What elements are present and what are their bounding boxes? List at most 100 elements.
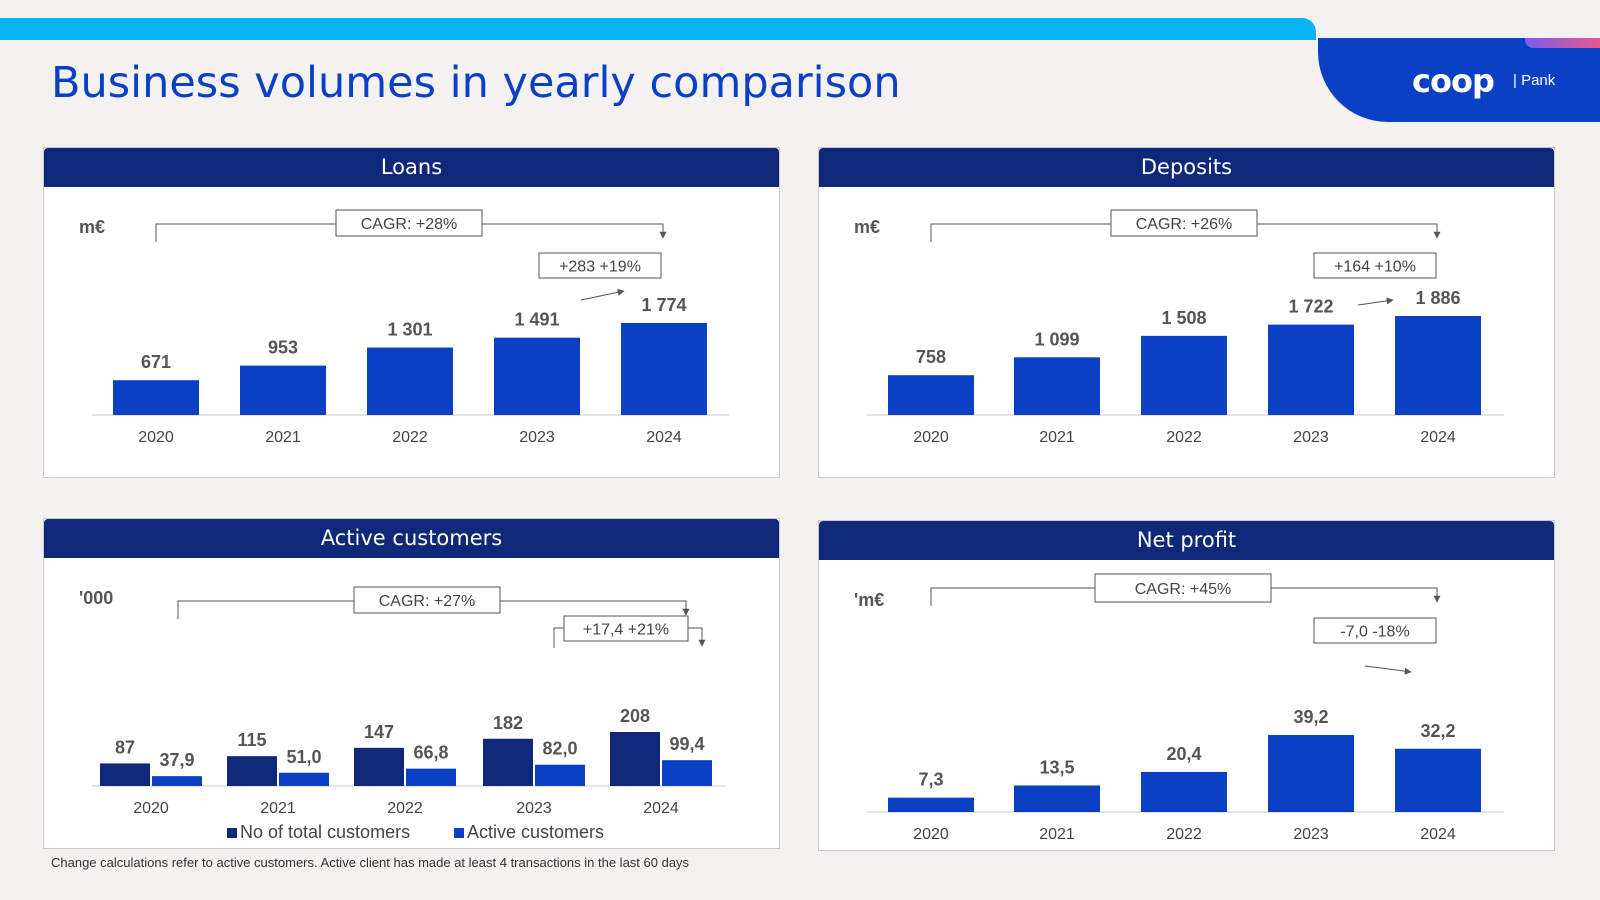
cagr-label: CAGR: +27%: [379, 593, 475, 610]
cagr-label: CAGR: +28%: [361, 216, 457, 233]
data-label: 1 491: [514, 310, 559, 330]
cagr-box: [1094, 573, 1272, 603]
data-label: 32,2: [1420, 721, 1455, 741]
bar: [1141, 335, 1227, 415]
active-customers-panel: Active customers '000 CAGR: +27% +17,4 +21…: [43, 518, 780, 849]
change-label: +17,4 +21%: [583, 622, 669, 639]
unit-label: 'm€: [854, 590, 884, 610]
x-tick-label: 2022: [387, 800, 423, 817]
legend-label-total: No of total customers: [240, 822, 410, 842]
bar: [367, 347, 453, 415]
data-label: 671: [141, 352, 171, 372]
data-label-total: 87: [115, 737, 135, 757]
net-profit-chart: 'm€ CAGR: +45% -7,0 -18% 7,3 2020 13,5 2021 20,…: [854, 573, 1504, 843]
change-bracket-left: [553, 627, 564, 648]
footnote: Change calculations refer to active cust…: [51, 855, 690, 870]
bar: [113, 380, 199, 415]
data-label-active: 99,4: [669, 734, 704, 754]
x-tick-label: 2024: [1420, 826, 1456, 843]
bar-total-customers: [100, 763, 150, 786]
data-label-total: 208: [620, 706, 650, 726]
change-arrow: [1357, 297, 1394, 306]
x-tick-label: 2020: [133, 800, 169, 817]
data-label: 1 886: [1415, 288, 1460, 308]
deposits-panel-title: Deposits: [819, 148, 1554, 187]
x-tick-label: 2021: [1039, 826, 1075, 843]
loans-panel-title: Loans: [44, 148, 779, 187]
bar: [1014, 785, 1100, 812]
logo-subtitle: | Pank: [1513, 72, 1556, 89]
x-tick-label: 2024: [643, 800, 679, 817]
data-label: 1 774: [641, 295, 686, 315]
data-label: 20,4: [1166, 744, 1201, 764]
change-bracket-right: [688, 627, 706, 647]
cagr-box: [335, 209, 483, 237]
data-label: 758: [916, 347, 946, 367]
data-label: 7,3: [918, 770, 943, 790]
bar-active-customers: [406, 768, 456, 786]
data-label-total: 182: [493, 713, 523, 733]
bar: [1014, 357, 1100, 415]
active-customers-chart: '000 CAGR: +27% +17,4 +21% 87 37,9 2020 115 51,…: [79, 586, 726, 842]
data-label-active: 82,0: [542, 739, 577, 759]
x-tick-label: 2022: [1166, 826, 1202, 843]
bar: [888, 797, 974, 812]
x-tick-label: 2023: [1293, 826, 1329, 843]
logo-accent-stripe: [1525, 38, 1600, 48]
change-arrow: [1364, 665, 1412, 675]
bar-active-customers: [279, 772, 329, 786]
data-label-active: 66,8: [413, 743, 448, 763]
net-profit-panel-title: Net profit: [819, 521, 1554, 560]
coop-logo: coop: [1412, 62, 1495, 100]
bar-active-customers: [152, 776, 202, 786]
data-label: 1 301: [387, 320, 432, 340]
change-arrow: [580, 288, 625, 301]
page-title: Business volumes in yearly comparison: [51, 58, 901, 108]
legend-swatch-total: [227, 828, 237, 838]
x-tick-label: 2023: [519, 429, 555, 446]
change-label: +283 +19%: [559, 259, 641, 276]
data-label: 39,2: [1293, 707, 1328, 727]
bar: [1395, 316, 1481, 415]
change-label: -7,0 -18%: [1340, 624, 1409, 641]
change-label: +164 +10%: [1334, 259, 1416, 276]
bar-total-customers: [610, 732, 660, 786]
change-box: [1313, 252, 1437, 279]
bar-total-customers: [354, 747, 404, 786]
data-label-total: 147: [364, 722, 394, 742]
x-tick-label: 2022: [1166, 429, 1202, 446]
bar: [888, 375, 974, 415]
data-label: 1 508: [1161, 308, 1206, 328]
legend-swatch-active: [454, 828, 464, 838]
unit-label: m€: [854, 217, 880, 237]
bar: [240, 365, 326, 415]
net-profit-panel: Net profit 'm€ CAGR: +45% -7,0 -18% 7,3 2020…: [818, 520, 1555, 851]
x-tick-label: 2024: [1420, 429, 1456, 446]
bar-active-customers: [535, 764, 585, 786]
change-box: [563, 615, 689, 642]
x-tick-label: 2020: [138, 429, 174, 446]
data-label: 1 099: [1034, 329, 1079, 349]
data-label-active: 37,9: [159, 750, 194, 770]
data-label-active: 51,0: [286, 747, 321, 767]
x-tick-label: 2023: [516, 800, 552, 817]
loans-panel: Loans m€ CAGR: +28% +283 +19% 671 2020 953 202…: [43, 147, 780, 478]
x-tick-label: 2022: [392, 429, 428, 446]
cagr-box: [1110, 209, 1258, 237]
x-tick-label: 2020: [913, 826, 949, 843]
deposits-panel: Deposits m€ CAGR: +26% +164 +10% 758 2020 1 0…: [818, 147, 1555, 478]
data-label: 13,5: [1039, 757, 1074, 777]
cagr-box: [353, 586, 501, 614]
x-tick-label: 2023: [1293, 429, 1329, 446]
bar: [621, 323, 707, 415]
x-tick-label: 2021: [265, 429, 301, 446]
top-accent-bar: [0, 18, 1316, 40]
unit-label: '000: [79, 588, 113, 608]
x-tick-label: 2024: [646, 429, 682, 446]
cagr-label: CAGR: +26%: [1136, 216, 1232, 233]
active-customers-panel-title: Active customers: [44, 519, 779, 558]
cagr-label: CAGR: +45%: [1135, 581, 1231, 598]
bar-total-customers: [227, 756, 277, 786]
logo-background: [1318, 38, 1600, 122]
bar-active-customers: [662, 760, 712, 786]
